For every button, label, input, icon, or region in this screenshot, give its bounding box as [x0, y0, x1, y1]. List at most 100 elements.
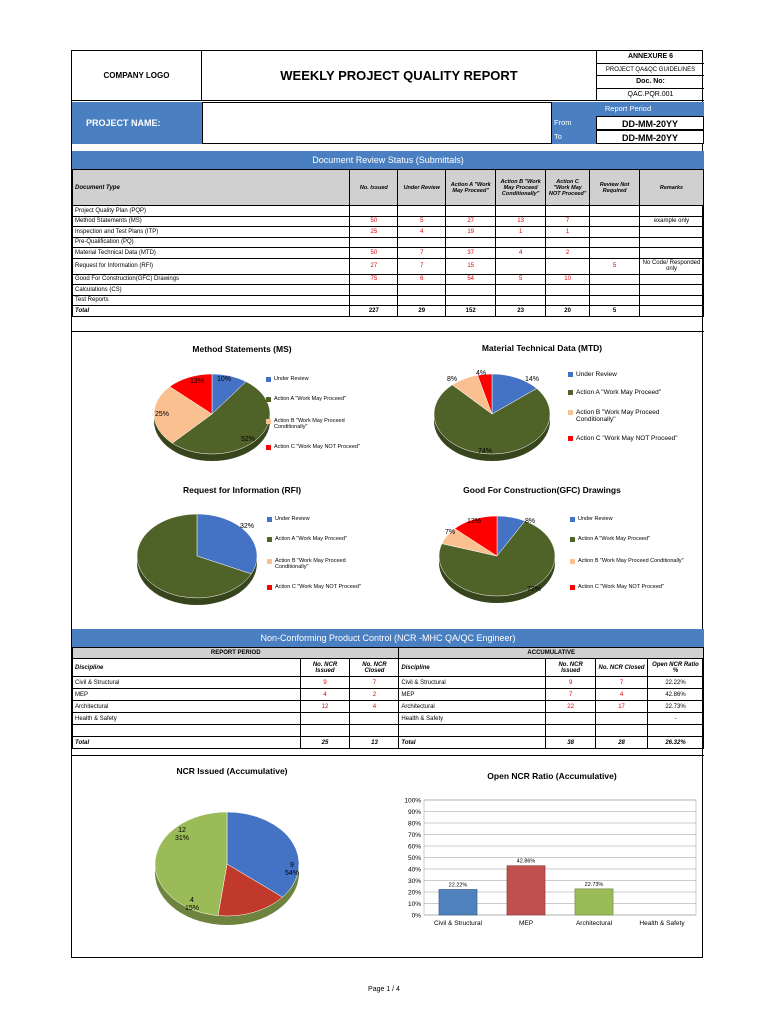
doc-value-cell: 5 [589, 305, 641, 317]
ncr-value-cell: 9 [545, 676, 597, 689]
pie-slice [491, 373, 538, 415]
y-tick-label: 60% [408, 844, 421, 851]
legend-label: Action A "Work May Proceed" [578, 536, 650, 542]
doc-review-row: Material Technical Data (MTD) 50 7 37 4 2 [71, 247, 704, 259]
legend-label: Under Review [576, 371, 617, 378]
doc-value-cell [445, 284, 497, 296]
doc-value-cell: 50 [349, 247, 399, 259]
doc-review-table: Document Type No. Issued Under Review Ac… [71, 169, 704, 317]
doc-review-row: Test Reports [71, 294, 704, 306]
pie-slice [154, 811, 228, 916]
ncr-discipline-cell: MEP [398, 688, 547, 701]
pie-slice [153, 386, 213, 444]
doc-value-cell [589, 215, 641, 227]
doc-value-cell [589, 294, 641, 306]
pie-slice [433, 384, 551, 455]
doc-type-cell: Request for Information (RFI) [71, 257, 351, 275]
doc-review-row: Request for Information (RFI) 27 7 15 5 No Co… [71, 257, 704, 275]
pie-data-label: 15% [185, 905, 199, 912]
ncr-total-cell: Total [398, 736, 547, 749]
ncr-value-cell: 9 [299, 676, 351, 689]
doc-value-cell: 4 [397, 226, 447, 238]
legend-label: Action C "Work May NOT Proceed" [578, 584, 664, 590]
doc-value-cell: 5 [397, 215, 447, 227]
legend-swatch [267, 585, 272, 590]
ncr-empty-cell [72, 724, 301, 737]
pie-data-label: 4% [476, 370, 486, 377]
legend-item: Under Review [267, 516, 377, 522]
doc-no-label: Doc. No: [597, 76, 704, 89]
gfc-legend: Under Review Action A "Work May Proceed" A… [570, 516, 690, 596]
ncr-col-discipline: Discipline [72, 658, 301, 677]
doc-type-cell: Pre-Qualification (PQ) [71, 236, 351, 248]
ncr-discipline-cell: Architectural [398, 700, 547, 713]
ncr-value-cell: 4 [299, 688, 351, 701]
doc-type-cell: Calculations (CS) [71, 284, 351, 296]
legend-swatch [267, 559, 272, 564]
legend-label: Action B "Work May Proceed Conditionally… [576, 409, 660, 423]
y-tick-label: 40% [408, 867, 421, 874]
ncr-value-cell: 2 [349, 688, 400, 701]
legend-swatch [266, 419, 271, 424]
gfc-pie-chart: 8% 72% 7% 13% [438, 515, 556, 603]
rfi-pie-chart: 32% [136, 513, 258, 605]
doc-value-cell: 19 [445, 226, 497, 238]
pie-data-label: 10% [217, 376, 231, 383]
doc-value-cell [495, 294, 547, 306]
doc-value-cell [495, 236, 547, 248]
doc-value-cell [545, 294, 591, 306]
doc-value-cell: 152 [445, 305, 497, 317]
doc-review-row: Method Statements (MS) 50 5 27 13 7 example on… [71, 215, 704, 227]
doc-type-cell: Material Technical Data (MTD) [71, 247, 351, 259]
doc-value-cell [639, 205, 704, 217]
annexure-block: ANNEXURE 6 PROJECT QA&QC GUIDELINES Doc.… [596, 51, 704, 101]
ncr-total-cell: 28 [595, 736, 649, 749]
bar [574, 888, 614, 916]
doc-type-cell: Method Statements (MS) [71, 215, 351, 227]
to-label: To [552, 130, 596, 144]
doc-review-row: Project Quality Plan (PQP) [71, 205, 704, 217]
col-action-a: Action A "Work May Proceed" [445, 169, 497, 206]
ncr-value-cell: 22.73% [647, 700, 704, 713]
ncr-empty-cell [595, 724, 649, 737]
doc-value-cell: 2 [545, 247, 591, 259]
doc-value-cell [639, 294, 704, 306]
pie-slice [477, 373, 493, 415]
ncr-total-cell: 13 [349, 736, 400, 749]
pie-data-label: 54% [285, 870, 299, 877]
ms-pie-chart: 10% 52% 25% 13% [153, 373, 271, 461]
pie-data-label: 72% [527, 586, 541, 593]
to-date[interactable]: DD-MM-20YY [596, 130, 704, 144]
y-tick-label: 70% [408, 832, 421, 839]
doc-value-cell: 29 [397, 305, 447, 317]
ncr-empty-cell [299, 724, 351, 737]
ncr-col-closed-acc: No. NCR Closed [595, 658, 649, 677]
doc-value-cell [639, 284, 704, 296]
y-tick-label: 30% [408, 878, 421, 885]
doc-type-cell: Good For Construction(GFC) Drawings [71, 273, 351, 285]
pie-data-label: 25% [155, 411, 169, 418]
ncr-value-cell: - [647, 712, 704, 725]
rfi-chart-title: Request for Information (RFI) [182, 485, 302, 495]
project-name-field[interactable] [202, 102, 552, 144]
report-page: COMPANY LOGO WEEKLY PROJECT QUALITY REPO… [71, 50, 704, 958]
ncr-ratio-title: Open NCR Ratio (Accumulative) [487, 771, 617, 781]
ncr-value-cell [595, 712, 649, 725]
legend-swatch [568, 390, 573, 395]
doc-type-cell: Project Quality Plan (PQP) [71, 205, 351, 217]
ncr-row: Health & Safety Health & Safety - [72, 712, 704, 725]
page-footer: Page 1 / 4 [368, 986, 400, 993]
ncr-pie-title: NCR Issued (Accumulative) [176, 766, 288, 776]
doc-value-cell: example only [639, 215, 704, 227]
ncr-value-cell: 7 [349, 676, 400, 689]
ncr-total-cell: 25 [299, 736, 351, 749]
col-remarks: Remarks [639, 169, 704, 206]
from-date[interactable]: DD-MM-20YY [596, 116, 704, 130]
pie-slice [217, 863, 283, 917]
doc-type-cell: Test Reports [71, 294, 351, 306]
guidelines-label: PROJECT QA&QC GUIDELINES [597, 64, 704, 76]
legend-item: Under Review [266, 376, 376, 382]
ncr-total-cell: 38 [545, 736, 597, 749]
gfc-chart-title: Good For Construction(GFC) Drawings [463, 485, 621, 495]
